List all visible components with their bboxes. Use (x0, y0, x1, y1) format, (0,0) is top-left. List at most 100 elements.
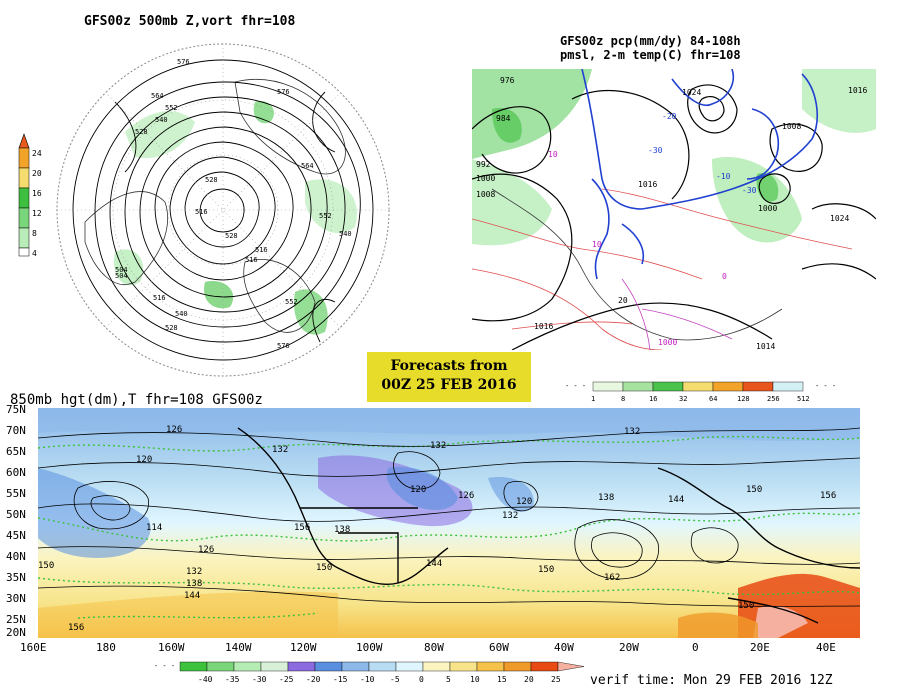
panel-pcp-title-1: GFS00z pcp(mm/dy) 84-108h (560, 34, 741, 48)
colorbar-label: 12 (32, 209, 42, 218)
svg-text:- - -: - - - (154, 662, 175, 670)
svg-text:120: 120 (136, 455, 152, 465)
svg-text:528: 528 (135, 128, 148, 136)
svg-text:540: 540 (175, 310, 188, 318)
svg-text:138: 138 (598, 493, 614, 503)
panel-850mb-title: 850mb hgt(dm),T fhr=108 GFS00z (10, 392, 263, 408)
svg-text:162: 162 (604, 573, 620, 583)
svg-text:540: 540 (155, 116, 168, 124)
svg-text:-30: -30 (742, 186, 757, 195)
banner-line-1: Forecasts from (390, 358, 508, 374)
panel-500mb-title: GFS00z 500mb Z,vort fhr=108 (84, 14, 296, 29)
lat-label: 60N (6, 466, 26, 479)
svg-text:144: 144 (668, 495, 684, 505)
svg-text:144: 144 (426, 559, 442, 569)
lat-label: 40N (6, 550, 26, 563)
panel-500mb-colorbar: 24 20 16 12 8 4 (18, 133, 42, 258)
svg-text:976: 976 (500, 76, 515, 85)
svg-text:504: 504 (115, 266, 128, 274)
colorbar-label: 8 (32, 229, 37, 238)
panel-850mb-map: 126 132 132 120 126 120 132 132 138 144 … (38, 408, 860, 638)
svg-text:120: 120 (410, 485, 426, 495)
svg-text:-10: -10 (716, 172, 731, 181)
lat-label: 30N (6, 592, 26, 605)
svg-text:25: 25 (551, 675, 561, 684)
svg-text:- - -: - - - (565, 382, 586, 390)
lat-label: 55N (6, 487, 26, 500)
svg-text:576: 576 (177, 58, 190, 66)
svg-text:156: 156 (820, 491, 836, 501)
svg-text:126: 126 (458, 491, 474, 501)
verif-time: verif time: Mon 29 FEB 2016 12Z (590, 673, 833, 688)
panel-pcp-title-2: pmsl, 2-m temp(C) fhr=108 (560, 48, 741, 62)
svg-text:138: 138 (334, 525, 350, 535)
svg-text:150: 150 (538, 565, 554, 575)
svg-text:132: 132 (272, 445, 288, 455)
lon-label: 160E (20, 641, 47, 654)
svg-text:1000: 1000 (658, 338, 677, 347)
svg-text:992: 992 (476, 160, 491, 169)
svg-text:-35: -35 (225, 675, 240, 684)
svg-text:-5: -5 (390, 675, 400, 684)
svg-text:552: 552 (319, 212, 332, 220)
colorbar-label: 16 (32, 189, 42, 198)
svg-text:150: 150 (746, 485, 762, 495)
panel-pcp-colorbar: - - - - - - 1 8 16 32 64 128 256 512 (565, 381, 836, 403)
lon-label: 100W (356, 641, 383, 654)
forecast-banner: Forecasts from 00Z 25 FEB 2016 (367, 352, 531, 402)
colorbar-label: 20 (32, 169, 42, 178)
svg-text:-30: -30 (252, 675, 267, 684)
svg-text:5: 5 (446, 675, 451, 684)
svg-text:-10: -10 (360, 675, 375, 684)
svg-text:-30: -30 (648, 146, 663, 155)
svg-text:150: 150 (738, 601, 754, 611)
svg-text:1008: 1008 (476, 190, 495, 199)
svg-text:504: 504 (115, 272, 128, 280)
lon-label: 60W (489, 641, 509, 654)
svg-text:528: 528 (165, 324, 178, 332)
svg-text:-25: -25 (279, 675, 294, 684)
lon-label: 20W (619, 641, 639, 654)
svg-text:132: 132 (624, 427, 640, 437)
svg-text:8: 8 (621, 395, 625, 403)
svg-text:-15: -15 (333, 675, 348, 684)
svg-text:- - -: - - - (815, 382, 836, 390)
svg-text:156: 156 (68, 623, 84, 633)
svg-text:1016: 1016 (848, 86, 867, 95)
lon-label: 40W (554, 641, 574, 654)
svg-text:564: 564 (301, 162, 314, 170)
lat-label: 25N (6, 613, 26, 626)
svg-text:1014: 1014 (756, 342, 775, 350)
lat-label: 45N (6, 529, 26, 542)
svg-text:1000: 1000 (758, 204, 777, 213)
svg-text:1024: 1024 (830, 214, 849, 223)
banner-line-2: 00Z 25 FEB 2016 (381, 377, 517, 393)
svg-text:1: 1 (591, 395, 595, 403)
svg-text:132: 132 (186, 567, 202, 577)
svg-text:120: 120 (516, 497, 532, 507)
svg-text:516: 516 (153, 294, 166, 302)
svg-text:1024: 1024 (682, 88, 701, 97)
svg-text:516: 516 (255, 246, 268, 254)
svg-text:552: 552 (285, 298, 298, 306)
svg-text:576: 576 (277, 88, 290, 96)
panel-pcp-map: 976 984 992 1000 1008 1016 1024 1000 100… (472, 69, 876, 350)
colorbar-label: 24 (32, 149, 42, 158)
svg-text:32: 32 (679, 395, 687, 403)
svg-text:512: 512 (797, 395, 810, 403)
svg-text:16: 16 (649, 395, 657, 403)
panel-850mb-colorbar: - - - -40 -35 -30 -25 -20 -15 -10 -5 0 5… (154, 661, 585, 684)
svg-text:10: 10 (470, 675, 480, 684)
svg-text:1016: 1016 (638, 180, 657, 189)
svg-text:144: 144 (184, 591, 200, 601)
svg-text:132: 132 (430, 441, 446, 451)
svg-text:64: 64 (709, 395, 717, 403)
svg-text:516: 516 (195, 208, 208, 216)
svg-text:138: 138 (186, 579, 202, 589)
svg-text:1000: 1000 (476, 174, 495, 183)
colorbar-label: 4 (32, 249, 37, 258)
lon-label: 40E (816, 641, 836, 654)
svg-text:576: 576 (277, 342, 290, 350)
svg-text:150: 150 (316, 563, 332, 573)
svg-text:-20: -20 (662, 112, 677, 121)
